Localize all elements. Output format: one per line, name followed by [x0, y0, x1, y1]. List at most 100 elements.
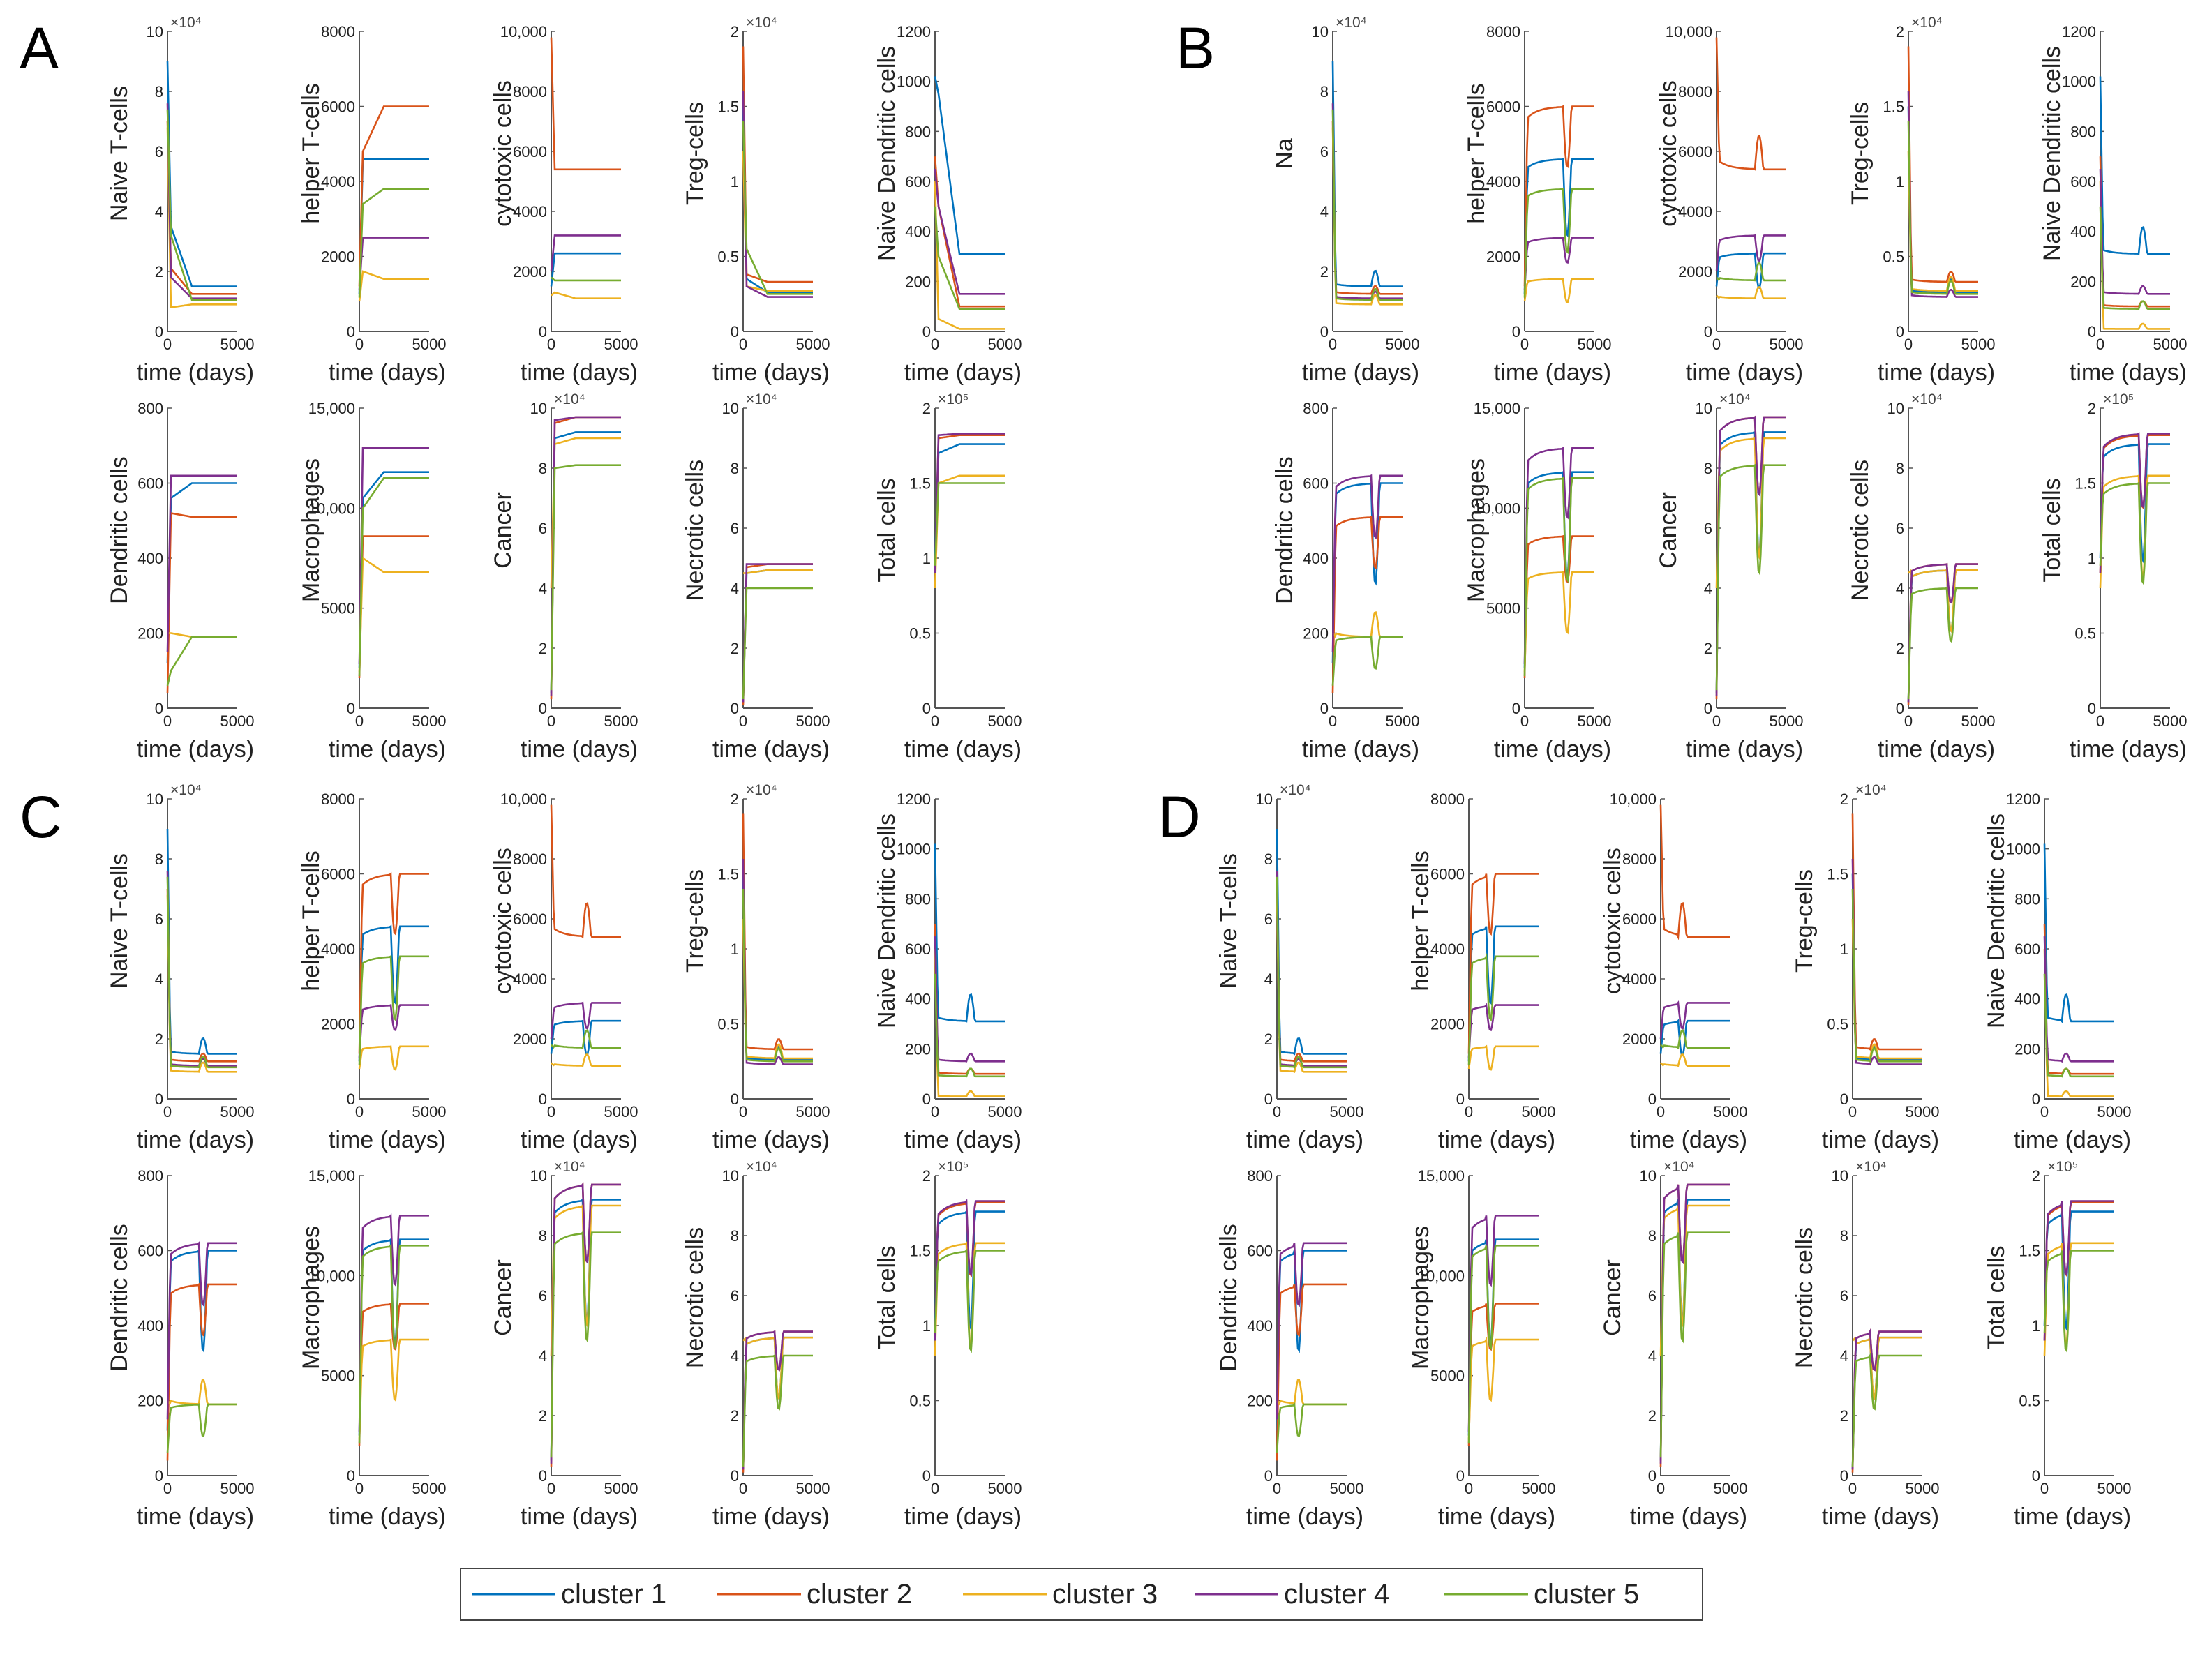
x-tick-label: 5000: [796, 1480, 830, 1497]
x-tick-label: 0: [355, 712, 364, 730]
series-line-cluster-5: [1716, 262, 1786, 282]
y-multiplier: ×10⁴: [170, 782, 202, 798]
y-tick-label: 8000: [321, 23, 355, 40]
series-line-cluster-4: [1467, 1003, 1539, 1058]
x-tick-label: 5000: [412, 336, 447, 353]
series-line-cluster-1: [1523, 157, 1594, 294]
series-line-cluster-1: [358, 158, 429, 294]
y-tick-label: 0: [2088, 323, 2096, 340]
series-line-cluster-5: [934, 973, 1005, 1078]
y-tick-label: 1200: [2062, 23, 2096, 40]
y-tick-label: 5000: [321, 600, 355, 617]
y-tick-label: 0: [1456, 1467, 1465, 1485]
y-tick-label: 400: [905, 223, 931, 241]
y-tick-label: 0: [1264, 1467, 1273, 1485]
series-line-cluster-1: [1907, 106, 1978, 294]
series-line-cluster-2: [2043, 1201, 2114, 1341]
series-line-cluster-5: [1467, 952, 1539, 1065]
y-tick-label: 8: [1264, 850, 1273, 868]
y-multiplier: ×10⁵: [938, 391, 969, 407]
y-tick-label: 8000: [1486, 23, 1520, 40]
y-tick-label: 8000: [513, 83, 547, 100]
x-axis-label: time (days): [521, 1127, 638, 1153]
y-tick-label: 1000: [2062, 73, 2096, 91]
subplot-b-helper_t: 0 2000 4000 6000 8000 0 5000 time (days) helper …: [1463, 23, 1611, 386]
y-tick-label: 6: [1704, 520, 1712, 537]
x-tick-label: 5000: [796, 1103, 830, 1120]
y-tick-label: 0: [922, 1467, 931, 1485]
x-axis-label: time (days): [137, 1127, 254, 1153]
panel-letter-d: D: [1158, 784, 1201, 850]
series-line-cluster-4: [934, 1199, 1005, 1341]
y-tick-label: 10: [1640, 1167, 1657, 1185]
y-tick-label: 4: [1896, 580, 1904, 597]
series-line-cluster-1: [742, 106, 813, 294]
series-line-cluster-3: [934, 474, 1005, 589]
series-line-cluster-5: [358, 188, 429, 298]
series-line-cluster-4: [1331, 474, 1403, 652]
y-tick-label: 600: [905, 940, 931, 958]
subplot-c-necrotic: 0 2 4 6 8 10 ×10⁴ 0 5000 time (days) Necrotic cell…: [682, 1159, 830, 1530]
y-tick-label: 2: [1648, 1407, 1657, 1425]
y-axis-label: helper T-cells: [1407, 850, 1434, 991]
series-line-cluster-3: [166, 1379, 237, 1406]
y-tick-label: 8: [1320, 83, 1329, 100]
series-line-cluster-4: [1907, 91, 1978, 299]
series-line-cluster-2: [1851, 1328, 1922, 1473]
series-line-cluster-2: [742, 563, 813, 705]
series-line-cluster-3: [551, 1053, 621, 1067]
x-tick-label: 5000: [1714, 1480, 1748, 1497]
series-line-cluster-2: [358, 1302, 429, 1446]
y-multiplier: ×10⁵: [2047, 1159, 2078, 1175]
y-tick-label: 2: [1840, 790, 1848, 808]
panel-letter-b: B: [1176, 15, 1215, 81]
y-tick-label: 15,000: [308, 400, 355, 417]
panel-letter-c: C: [20, 784, 62, 850]
series-line-cluster-2: [1715, 37, 1786, 171]
y-multiplier: ×10⁴: [746, 391, 777, 407]
y-tick-label: 800: [1303, 400, 1329, 417]
x-tick-label: 0: [1465, 1103, 1473, 1120]
series-line-cluster-2: [2043, 924, 2114, 1075]
y-tick-label: 6: [1320, 143, 1329, 160]
x-tick-label: 0: [1329, 336, 1337, 353]
series-line-cluster-3: [1660, 1053, 1730, 1067]
x-axis-label: time (days): [1686, 736, 1803, 763]
x-axis-label: time (days): [1246, 1503, 1363, 1530]
y-tick-label: 10: [1887, 400, 1904, 417]
subplot-a-macrophages: 0 5000 10,000 15,000 0 5000 time (days) Macroph…: [298, 400, 446, 763]
y-tick-label: 4: [1320, 203, 1329, 220]
x-tick-label: 0: [1520, 336, 1529, 353]
x-axis-label: time (days): [137, 736, 254, 763]
subplot-b-naive_t: 0 2 4 6 8 10 ×10⁴ 0 5000 time (days) Na: [1271, 15, 1419, 386]
y-tick-label: 0.5: [2074, 625, 2096, 643]
series-line-cluster-2: [1851, 813, 1922, 1051]
series-line-cluster-5: [1660, 1029, 1730, 1050]
x-tick-label: 5000: [1961, 712, 1996, 730]
x-axis-label: time (days): [904, 736, 1022, 763]
x-axis-label: time (days): [2070, 736, 2187, 763]
y-axis-label: Necrotic cells: [1847, 460, 1874, 601]
y-tick-label: 4: [1704, 580, 1712, 597]
y-multiplier: ×10⁴: [1280, 782, 1311, 798]
x-axis-label: time (days): [1302, 359, 1419, 386]
x-tick-label: 5000: [604, 1103, 638, 1120]
series-line-cluster-4: [550, 1001, 621, 1040]
y-tick-label: 0: [731, 323, 739, 340]
series-line-cluster-4: [1851, 858, 1922, 1066]
subplot-c-cancer: 0 2 4 6 8 10 ×10⁴ 0 5000 time (days) Cancer: [490, 1159, 638, 1530]
y-tick-label: 0: [1704, 323, 1712, 340]
series-line-cluster-1: [358, 924, 429, 1062]
y-axis-label: Dendritic cells: [106, 456, 133, 604]
y-tick-label: 2: [155, 263, 163, 280]
y-tick-label: 8: [1704, 460, 1712, 477]
series-line-cluster-5: [742, 587, 813, 700]
x-tick-label: 5000: [1386, 712, 1420, 730]
x-axis-label: time (days): [2014, 1127, 2131, 1153]
series-line-cluster-2: [742, 46, 813, 283]
series-line-cluster-5: [358, 954, 429, 1065]
y-tick-label: 4000: [513, 970, 547, 988]
x-tick-label: 0: [739, 712, 747, 730]
y-tick-label: 5000: [1486, 600, 1520, 617]
y-tick-label: 0.5: [2019, 1393, 2040, 1410]
